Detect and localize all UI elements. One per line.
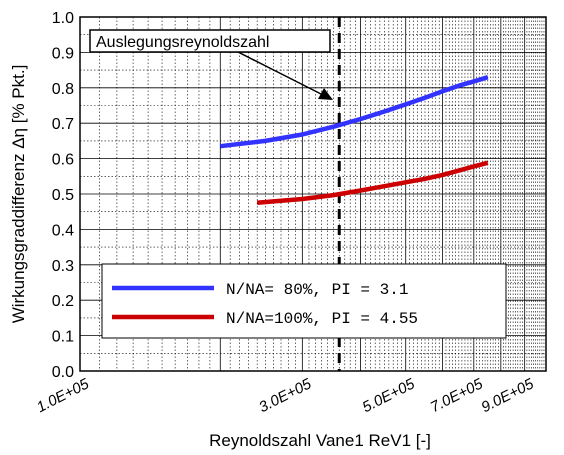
series-line-2: [257, 160, 489, 206]
y-tick-label: 0.7: [52, 116, 74, 133]
legend-box: [101, 263, 507, 339]
x-axis-label: Reynoldszahl Vane1 ReV1 [-]: [209, 431, 431, 450]
annotation: Auslegungsreynoldszahl: [89, 29, 333, 100]
series-line-1: [220, 75, 489, 149]
legend: N/NA= 80%, PI = 3.1 N/NA=100%, PI = 4.55: [101, 263, 507, 339]
series-layer: [220, 75, 489, 206]
y-tick-label: 0.8: [52, 81, 74, 98]
annotation-arrowhead: [318, 88, 333, 100]
x-axis-ticks: 1.0E+05 3.0E+05 5.0E+05 7.0E+059.0E+05: [34, 375, 537, 416]
x-tick-label: 1.0E+05: [34, 375, 92, 416]
plot-frame: [79, 16, 547, 372]
x-tick-label: 3.0E+05: [256, 375, 314, 416]
y-axis-ticks: 0.0 0.1 0.2 0.3 0.4 0.5 0.6 0.7 0.8 0.9 1.0: [52, 10, 74, 381]
legend-label-series-2: N/NA=100%, PI = 4.55: [226, 310, 418, 328]
x-tick-label: 7.0E+05: [428, 375, 486, 416]
y-tick-label: 1.0: [52, 10, 74, 27]
y-tick-label: 0.2: [52, 293, 74, 310]
y-tick-label: 0.9: [52, 45, 74, 62]
y-tick-label: 0.0: [52, 364, 74, 381]
y-tick-label: 0.3: [52, 258, 74, 275]
annotation-box: [89, 29, 331, 53]
y-tick-label: 0.1: [52, 329, 74, 346]
y-tick-label: 0.4: [52, 222, 74, 239]
y-tick-label: 0.6: [52, 152, 74, 169]
y-tick-label: 0.5: [52, 187, 74, 204]
annotation-text: Auslegungsreynoldszahl: [96, 34, 269, 51]
y-axis-label: Wirkungsgraddifferenz Δη [% Pkt.]: [9, 65, 28, 324]
legend-label-series-1: N/NA= 80%, PI = 3.1: [226, 281, 408, 299]
x-tick-label: 5.0E+05: [360, 375, 418, 416]
annotation-arrow: [237, 51, 324, 96]
x-tick-label: 9.0E+05: [479, 375, 537, 416]
